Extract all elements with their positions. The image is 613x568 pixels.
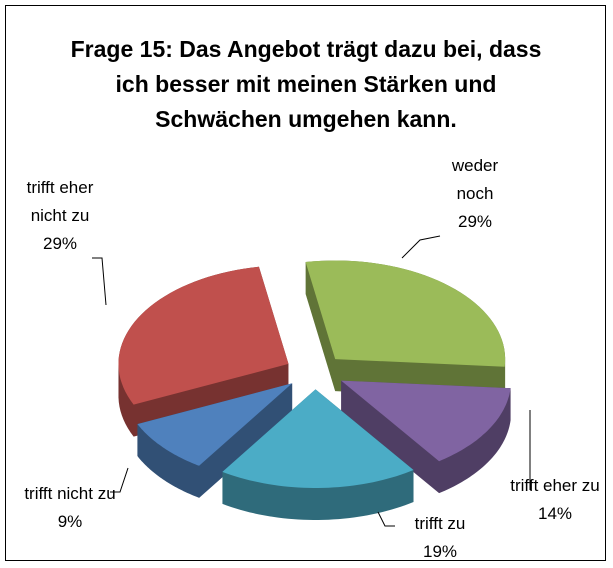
slice (305, 260, 506, 367)
value-label: 19% (422, 542, 458, 561)
slice-label: trifft nicht zu 9% (18, 480, 122, 536)
leader-lines (92, 235, 531, 527)
slice (222, 389, 414, 488)
category-label: trifft eher zu (510, 476, 600, 495)
category-label: trifft nicht zu (24, 484, 116, 503)
value-label: 29% (42, 234, 78, 253)
slice (137, 383, 293, 466)
slice-label: trifft zu 19% (395, 510, 485, 566)
slice (118, 266, 289, 405)
category-label: weder noch (451, 156, 499, 203)
slice-label: trifft eher zu 14% (508, 472, 602, 528)
slice-label: weder noch 29% (440, 152, 510, 236)
category-label: trifft eher nicht zu (26, 178, 94, 225)
slice (341, 380, 511, 462)
value-label: 9% (57, 512, 83, 531)
chart-title: Frage 15: Das Angebot trägt dazu bei, da… (70, 36, 542, 132)
slice-label: trifft eher nicht zu 29% (8, 174, 112, 258)
value-label: 14% (537, 504, 573, 523)
value-label: 29% (457, 212, 493, 231)
chart-border (5, 5, 606, 561)
category-label: trifft zu (414, 514, 466, 533)
